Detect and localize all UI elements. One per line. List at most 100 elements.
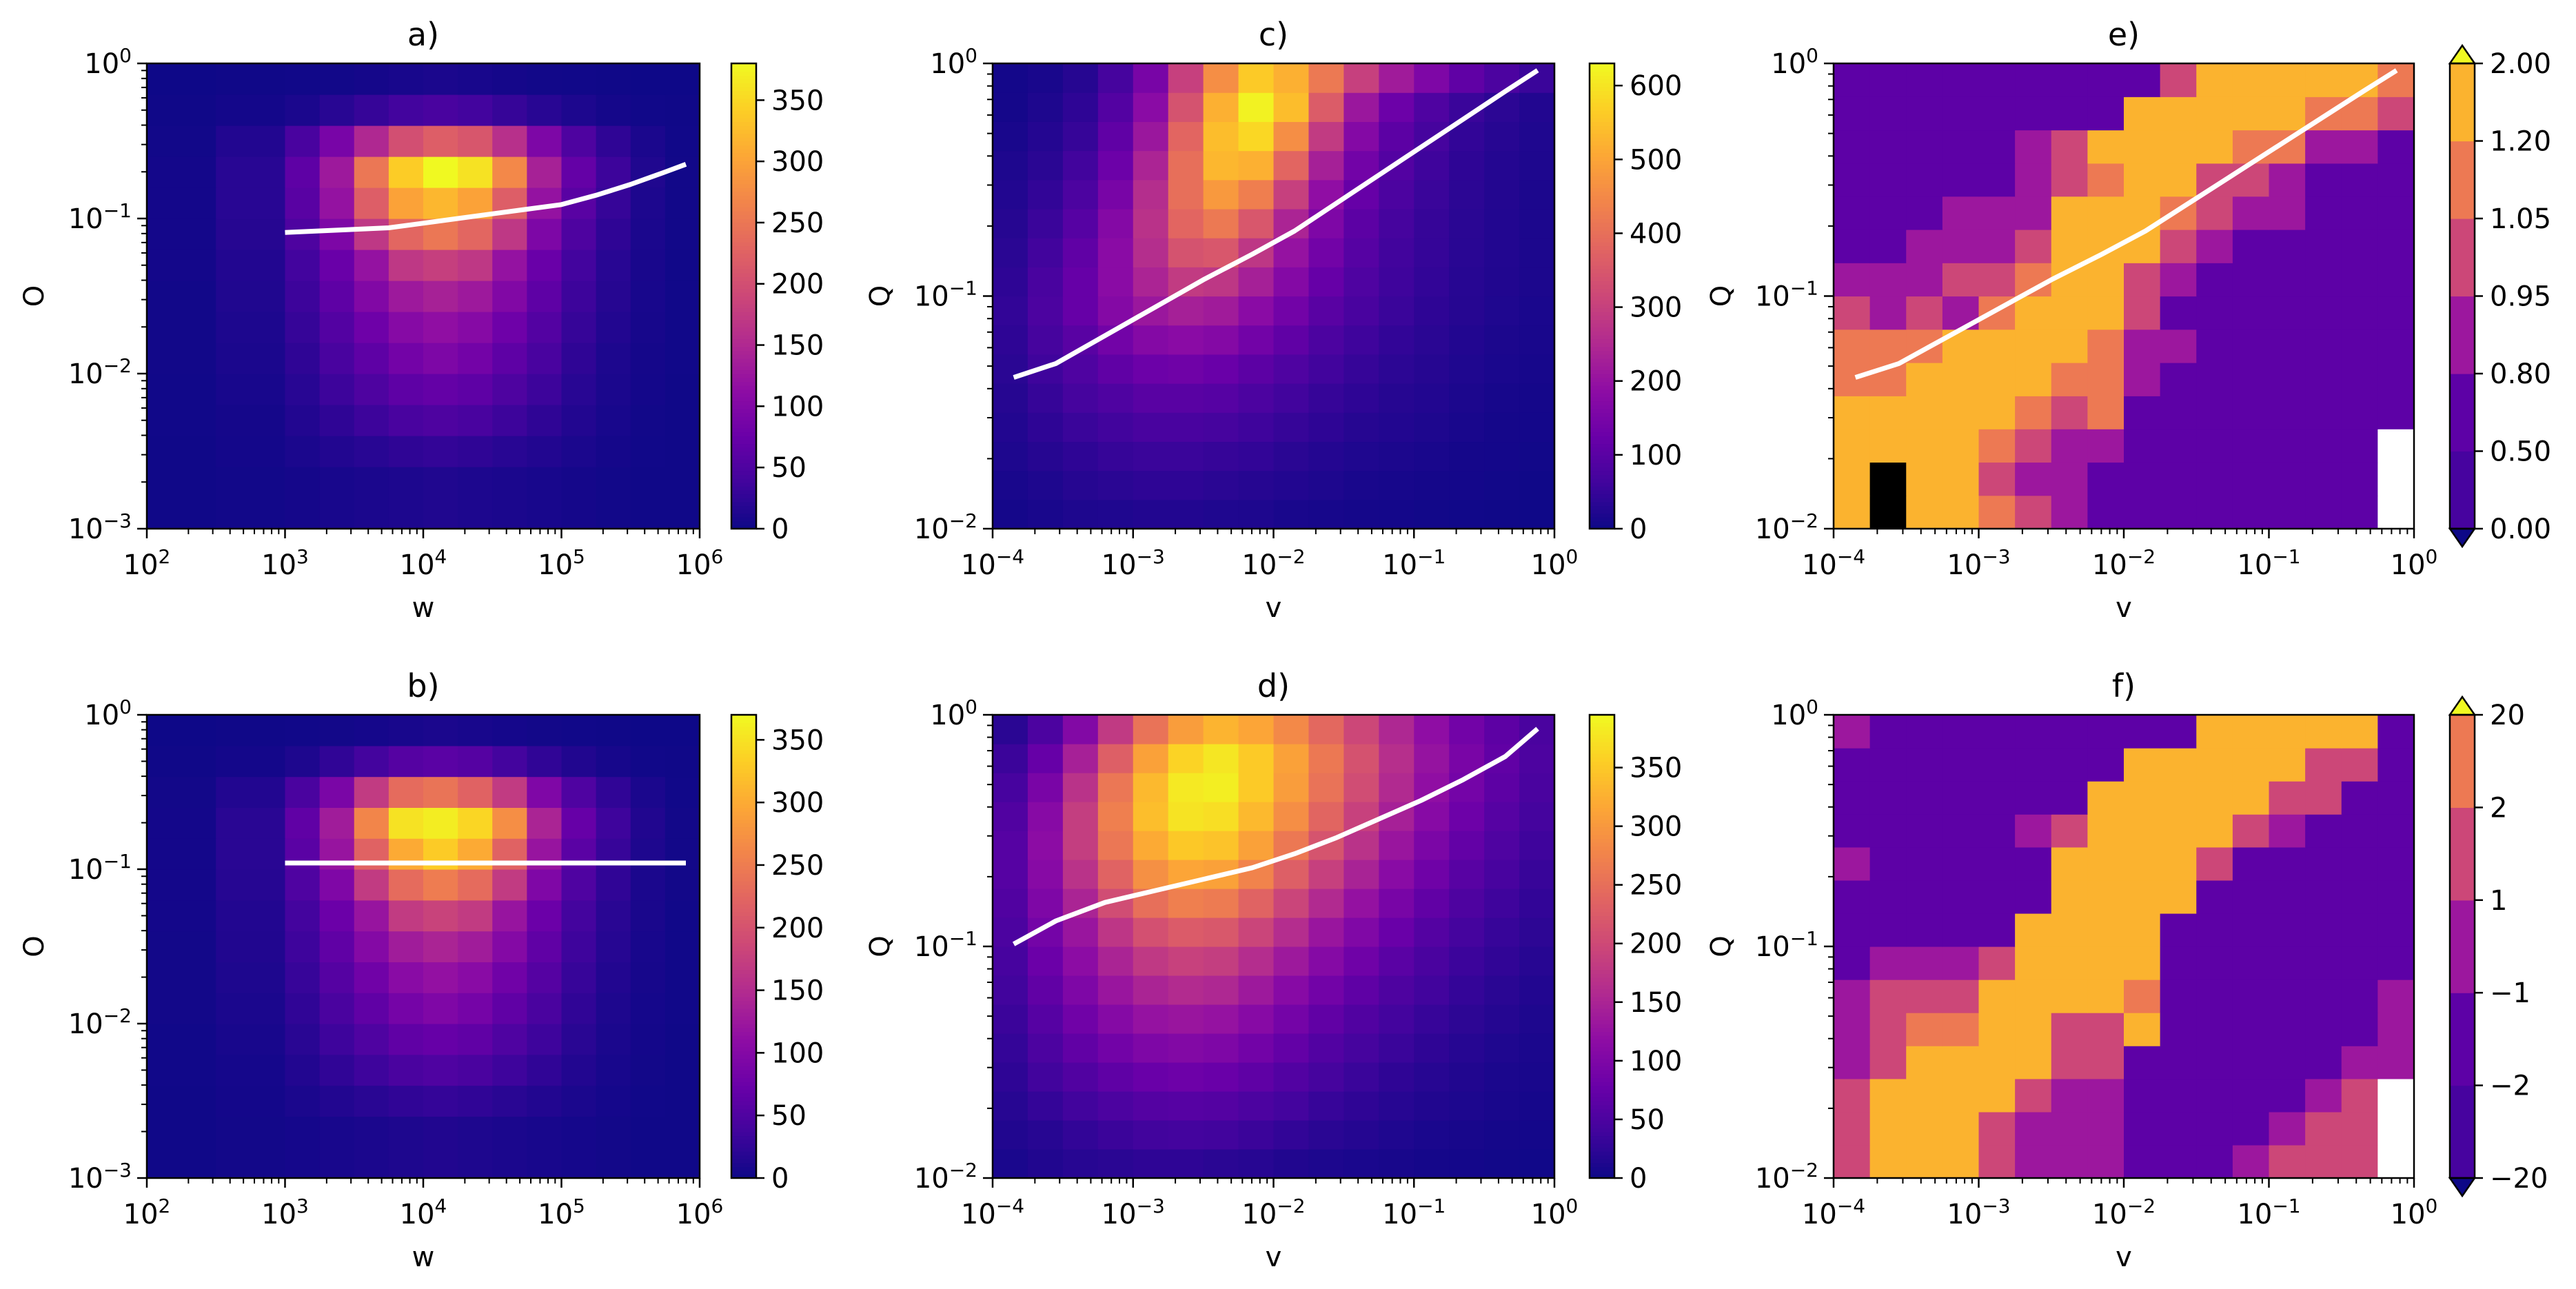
colorbar-segment [731, 803, 756, 809]
colorbar-segment [731, 853, 756, 858]
colorbar-segment [1590, 908, 1614, 913]
colorbar-segment [731, 966, 756, 971]
colorbar-segment [1590, 222, 1614, 227]
colorbar-segment [731, 381, 756, 386]
heatmap-cell [2341, 196, 2378, 230]
colorbar-tick-label: −2 [2490, 1070, 2531, 1102]
heatmap-cell [2341, 263, 2378, 297]
colorbar-segment [731, 873, 756, 877]
colorbar-segment [731, 1008, 756, 1013]
heatmap-cell [2087, 130, 2124, 164]
colorbar-segment [731, 501, 756, 507]
heatmap-cell [1133, 773, 1169, 802]
heatmap-cell [2305, 263, 2342, 297]
heatmap-cell [388, 343, 424, 374]
heatmap-cell [1484, 1062, 1520, 1092]
heatmap-cell [1449, 470, 1485, 500]
heatmap-cell [1834, 196, 1871, 230]
heatmap-cell [993, 975, 1028, 1005]
heatmap-cell [1869, 97, 1907, 131]
y-tick-label: 100 [1771, 44, 1818, 80]
colorbar-segment [731, 129, 756, 134]
heatmap-cell [1273, 1120, 1310, 1150]
colorbar-segment [1590, 1128, 1614, 1133]
heatmap-cell [630, 1085, 666, 1117]
heatmap-cell [1097, 975, 1134, 1005]
heatmap-cell [1942, 363, 1980, 396]
heatmap-cell [1978, 880, 2016, 914]
colorbar-segment [1590, 846, 1614, 851]
heatmap-cell [1414, 1033, 1450, 1063]
heatmap-cell [1027, 1149, 1064, 1179]
heatmap-cell [1519, 946, 1555, 976]
colorbar-segment [1590, 1166, 1614, 1171]
heatmap-cell [1273, 499, 1310, 529]
heatmap-cell [527, 374, 562, 405]
heatmap-cell [630, 467, 666, 529]
heatmap-cell [2377, 946, 2415, 980]
colorbar-segment [1590, 369, 1614, 374]
colorbar-segment [1590, 1093, 1614, 1098]
heatmap-cell [527, 250, 562, 281]
colorbar-segment [1590, 1089, 1614, 1094]
heatmap-cell [1238, 296, 1275, 326]
heatmap-cell [1168, 1149, 1204, 1179]
heatmap-cell [2232, 363, 2270, 396]
colorbar-segment [1590, 718, 1614, 723]
heatmap-cell [1869, 429, 1907, 463]
colorbar-segment [731, 1024, 756, 1028]
heatmap-cell [319, 993, 355, 1024]
colorbar-segment [731, 187, 756, 192]
heatmap-cell [354, 63, 389, 95]
heatmap-cell [1484, 238, 1520, 267]
heatmap-cell [2377, 196, 2415, 230]
heatmap-cell [1308, 860, 1344, 889]
heatmap-cell [1238, 412, 1275, 443]
heatmap-cell [1168, 383, 1204, 413]
colorbar-tick-label: 0 [771, 1163, 789, 1195]
colorbar-segment [731, 892, 756, 897]
heatmap-cell [1308, 1120, 1344, 1150]
colorbar-segment [731, 1093, 756, 1098]
heatmap-cell [1203, 831, 1239, 860]
heatmap-cell [354, 869, 389, 901]
colorbar-segment [731, 117, 756, 123]
colorbar-segment [731, 331, 756, 336]
heatmap-cell [1978, 97, 2016, 131]
y-tick-label: 10−2 [914, 509, 977, 545]
heatmap-cell [1027, 325, 1064, 355]
colorbar-segment [2450, 993, 2475, 1086]
heatmap-cell [285, 94, 321, 126]
colorbar-tick-label: 0 [1630, 1163, 1647, 1195]
heatmap-cell [1906, 980, 1943, 1013]
colorbar-segment [731, 1124, 756, 1128]
heatmap-cell [1343, 1004, 1379, 1034]
heatmap-cell [285, 405, 321, 436]
colorbar-segment [731, 1035, 756, 1040]
heatmap-cell [2377, 495, 2415, 529]
colorbar-segment [1590, 261, 1614, 266]
heatmap-cell [423, 187, 458, 219]
heatmap-cell [1168, 1091, 1204, 1121]
heatmap-cell [1343, 441, 1379, 471]
heatmap-cell [1449, 63, 1485, 93]
heatmap-cell [993, 296, 1028, 326]
colorbar-segment [1590, 896, 1614, 901]
heatmap-cell [1834, 1013, 1871, 1046]
heatmap-cell [1343, 1120, 1379, 1150]
heatmap-cell [1414, 92, 1450, 122]
heatmap-cell [2051, 296, 2088, 330]
heatmap-cell [561, 436, 597, 467]
heatmap-cell [2124, 1111, 2161, 1146]
heatmap-cell [216, 838, 286, 870]
heatmap-cell [1203, 1091, 1239, 1121]
heatmap-cell [2305, 429, 2342, 463]
heatmap-cell [2087, 296, 2124, 330]
colorbar-segment [1590, 470, 1614, 476]
heatmap-cell [1273, 121, 1310, 152]
colorbar-segment [2450, 374, 2475, 452]
colorbar-frame [730, 713, 758, 1179]
heatmap-cell [2269, 748, 2306, 782]
heatmap-cell [1978, 913, 2016, 947]
colorbar-segment [731, 230, 756, 235]
